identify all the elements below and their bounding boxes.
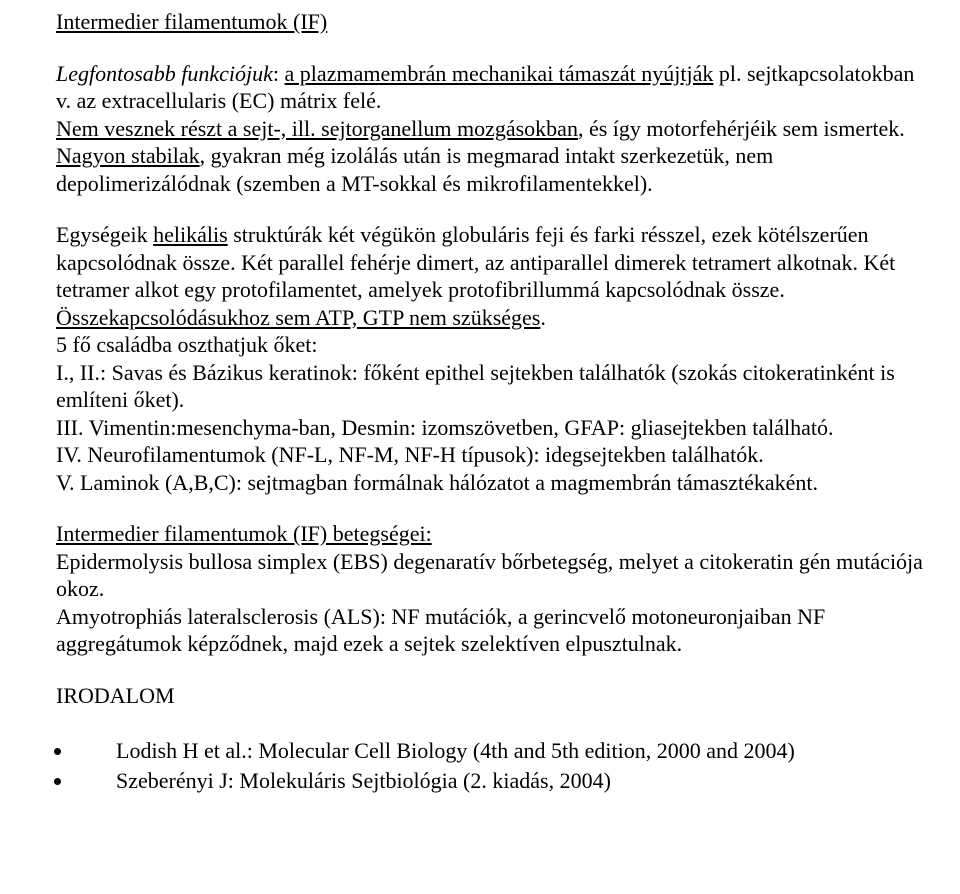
bibliography-list: Lodish H et al.: Molecular Cell Biology … [56,737,932,794]
paragraph-family-3: III. Vimentin:mesenchyma-ban, Desmin: iz… [56,414,932,442]
paragraph-5fo: 5 fő családba oszthatjuk őket: [56,331,932,359]
paragraph-family-1-2: I., II.: Savas és Bázikus keratinok: fők… [56,359,932,414]
text-funkcio-ul: a plazmamembrán mechanikai támaszát nyúj… [285,61,714,86]
text-helikal-ul: helikális [153,222,228,247]
paragraph-family-4: IV. Neurofilamentumok (NF-L, NF-M, NF-H … [56,441,932,469]
heading-irodalom: IRODALOM [56,682,932,710]
paragraph-helikal: Egységeik helikális struktúrák két végük… [56,221,932,331]
text-helikal-a: Egységeik [56,222,153,247]
paragraph-nem-vesznek: Nem vesznek részt a sejt-, ill. sejtorga… [56,115,932,143]
paragraph-betegsegei-title: Intermedier filamentumok (IF) betegségei… [56,520,932,548]
text-helikal-d-ul: Összekapcsolódásukhoz sem ATP, GTP nem s… [56,305,540,330]
document-title: Intermedier filamentumok (IF) [56,8,932,36]
text-helikal-e: . [540,305,546,330]
paragraph-funkcio: Legfontosabb funkciójuk: a plazmamembrán… [56,60,932,115]
text-funkcio-lead: Legfontosabb funkciójuk [56,61,273,86]
text-betegsegei-ul: Intermedier filamentumok (IF) betegségei… [56,521,432,546]
text-colon: : [273,61,285,86]
text-nemvesznek-rest: , és így motorfehérjéik sem ismertek. [578,116,905,141]
bibliography-item: Szeberényi J: Molekuláris Sejtbiológia (… [74,767,932,795]
paragraph-family-5: V. Laminok (A,B,C): sejtmagban formálnak… [56,469,932,497]
text-stabilak-ul: Nagyon stabilak [56,143,200,168]
bibliography-item: Lodish H et al.: Molecular Cell Biology … [74,737,932,765]
text-nemvesznek-ul: Nem vesznek részt a sejt-, ill. sejtorga… [56,116,578,141]
document-page: Intermedier filamentumok (IF) Legfontosa… [0,0,960,816]
paragraph-als: Amyotrophiás lateralsclerosis (ALS): NF … [56,603,932,658]
paragraph-stabilak: Nagyon stabilak, gyakran még izolálás ut… [56,142,932,197]
paragraph-ebs: Epidermolysis bullosa simplex (EBS) dege… [56,548,932,603]
